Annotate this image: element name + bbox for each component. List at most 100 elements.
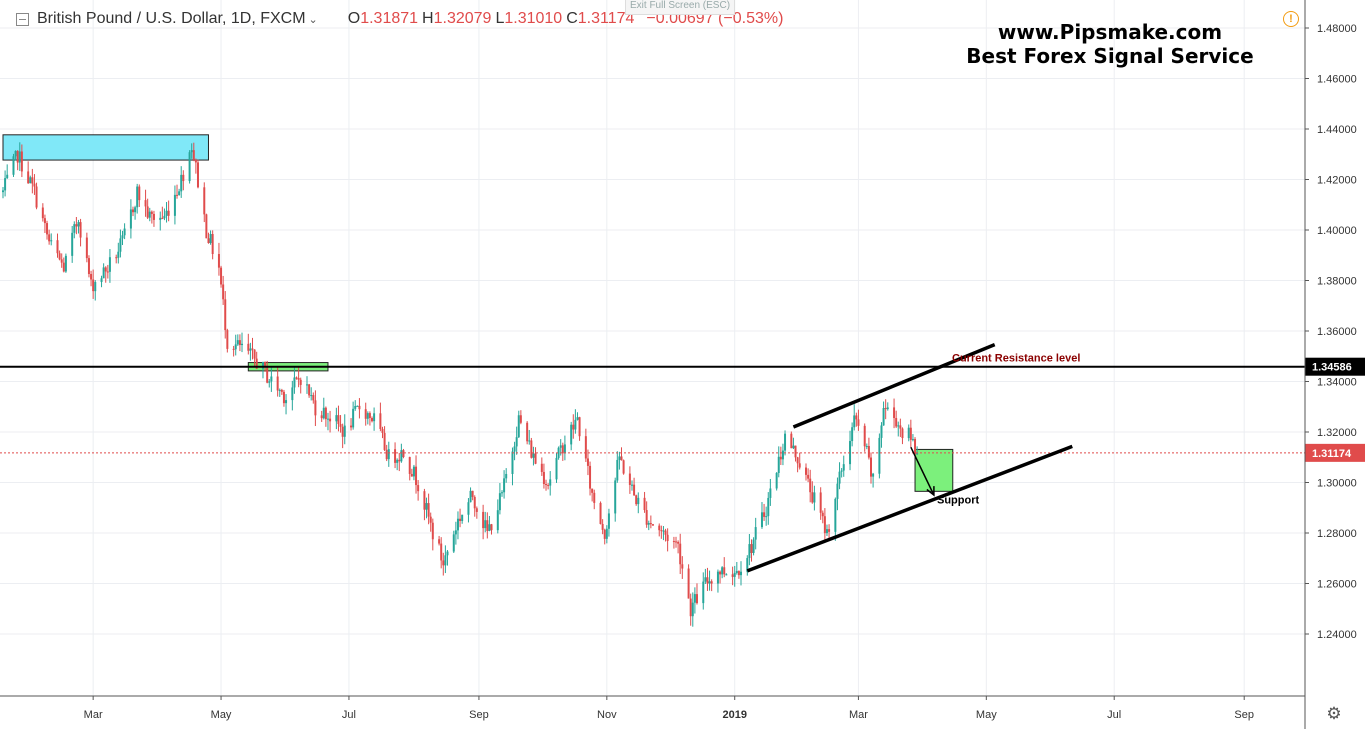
candle-body xyxy=(222,284,225,300)
candle-body xyxy=(702,581,705,604)
candle-body xyxy=(849,441,852,465)
candle-body xyxy=(649,523,652,525)
candle-body xyxy=(224,299,227,331)
candle-body xyxy=(547,485,550,487)
candle-body xyxy=(620,456,623,461)
candle-body xyxy=(563,444,566,454)
candle-body xyxy=(276,376,279,391)
candle-body xyxy=(794,445,797,458)
candle-body xyxy=(27,171,30,184)
candle-body xyxy=(211,234,214,255)
x-tick-label: Mar xyxy=(84,709,103,721)
candle-body xyxy=(136,186,139,208)
x-tick-label: Sep xyxy=(1234,709,1254,721)
resistance-price-tag xyxy=(1305,357,1365,376)
candle-body xyxy=(488,524,491,531)
candle-body xyxy=(440,543,443,561)
candle-body xyxy=(735,571,738,573)
warning-icon[interactable]: ! xyxy=(1283,11,1299,27)
candle-body xyxy=(769,488,772,498)
candle-body xyxy=(161,217,164,219)
symbol-title[interactable]: British Pound / U.S. Dollar, 1D, FXCM xyxy=(37,10,306,27)
candle-body xyxy=(469,490,472,503)
candle-body xyxy=(100,278,103,283)
x-tick-label: May xyxy=(976,709,997,721)
candle-body xyxy=(723,567,726,575)
candle-body xyxy=(417,485,420,492)
candle-body xyxy=(452,534,455,552)
candle-body xyxy=(108,257,111,272)
candle-body xyxy=(320,415,323,419)
candle-body xyxy=(176,194,179,196)
candle-body xyxy=(528,440,531,442)
candle-body xyxy=(486,520,489,531)
candle-body xyxy=(12,156,15,175)
exit-fullscreen-button[interactable]: Exit Full Screen (ESC) xyxy=(625,0,736,15)
candle-body xyxy=(677,541,680,544)
candle-body xyxy=(425,503,428,510)
last-price-label: 1.31174 xyxy=(1312,448,1352,460)
ohlc-readout: O1.31871 H1.32079 L1.31010 C1.31174 −0.0… xyxy=(348,10,784,28)
candle-body xyxy=(635,495,638,505)
y-tick-label: 1.38000 xyxy=(1317,276,1357,288)
candle-body xyxy=(247,343,250,351)
open-label: O xyxy=(347,10,361,27)
candle-body xyxy=(326,418,329,420)
gear-icon[interactable]: ⚙ xyxy=(1326,704,1342,723)
y-tick-label: 1.44000 xyxy=(1317,124,1357,136)
candle-body xyxy=(821,512,824,517)
collapse-legend-icon[interactable] xyxy=(16,12,29,26)
candle-body xyxy=(356,405,359,407)
channel-upper-line[interactable] xyxy=(792,343,996,429)
candle-body xyxy=(792,445,795,449)
candle-body xyxy=(618,456,621,460)
candle-body xyxy=(159,217,162,220)
candle-body xyxy=(691,602,694,617)
resistance-price-label: 1.34586 xyxy=(1312,362,1352,374)
cyan-zone-rect[interactable] xyxy=(2,134,209,161)
candle-body xyxy=(253,349,256,359)
candle-body xyxy=(857,419,860,426)
green-zone-rect[interactable] xyxy=(914,448,954,492)
candle-body xyxy=(719,571,722,575)
candle-body xyxy=(165,210,168,216)
candle-body xyxy=(56,240,59,254)
candle-body xyxy=(603,529,606,539)
candle-body xyxy=(901,428,904,439)
candle-body xyxy=(138,186,141,201)
candle-body xyxy=(412,466,415,477)
candle-body xyxy=(911,439,914,441)
candle-body xyxy=(121,235,124,239)
candle-body xyxy=(672,541,675,543)
candle-body xyxy=(473,496,476,509)
channel-lower-line[interactable] xyxy=(746,444,1073,573)
candle-body xyxy=(94,282,97,292)
candle-body xyxy=(209,234,212,244)
candle-body xyxy=(20,151,23,172)
candle-body xyxy=(526,422,529,442)
candle-body xyxy=(442,560,445,566)
candle-body xyxy=(643,497,646,511)
candle-body xyxy=(106,271,109,273)
candle-body xyxy=(358,405,361,410)
candle-body xyxy=(823,516,826,534)
candle-body xyxy=(836,483,839,499)
candle-body xyxy=(555,457,558,480)
candle-body xyxy=(131,209,134,213)
candle-body xyxy=(408,457,411,474)
candle-body xyxy=(415,466,418,486)
chevron-down-icon[interactable]: ⌄ xyxy=(308,13,318,26)
candle-body xyxy=(834,498,837,532)
candle-body xyxy=(43,218,46,224)
candle-body xyxy=(570,424,573,445)
y-tick-label: 1.34000 xyxy=(1317,377,1357,389)
candle-body xyxy=(740,571,743,576)
candle-body xyxy=(909,427,912,440)
candle-body xyxy=(872,473,875,477)
candle-body xyxy=(687,568,690,599)
candle-body xyxy=(207,238,210,244)
candle-body xyxy=(423,491,426,510)
candle-body xyxy=(398,459,401,462)
